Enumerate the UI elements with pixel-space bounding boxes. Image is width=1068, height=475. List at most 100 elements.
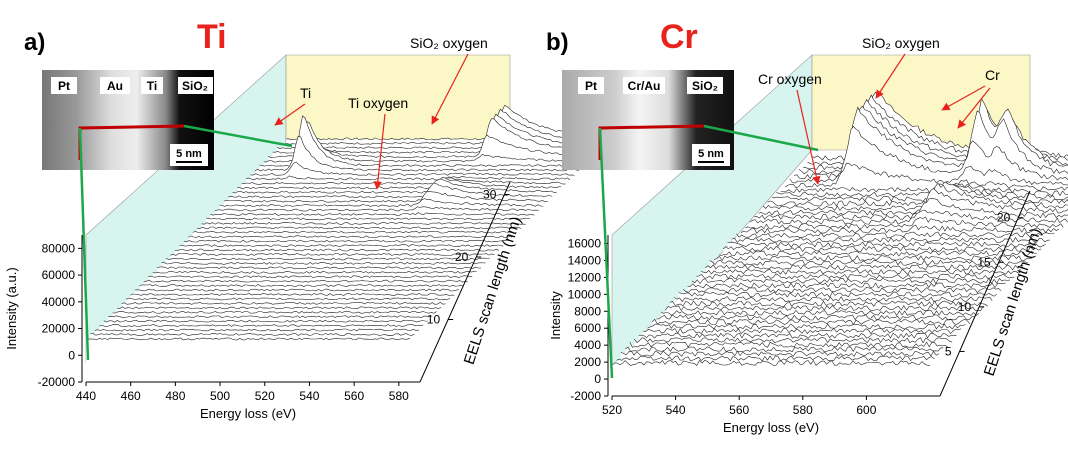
y-tick-label: 0: [594, 372, 601, 386]
y-tick-label: -2000: [570, 389, 601, 403]
spectrum-line: [183, 239, 508, 243]
z-tick-label: 30: [483, 188, 497, 202]
z-tick-label: 20: [997, 211, 1011, 225]
spectrum-line: [161, 261, 486, 265]
spectrum-line: [272, 118, 597, 154]
inset-b-label-sio2: SiO₂: [692, 79, 718, 93]
spectrum-line: [281, 108, 606, 145]
panel-b-spectra: [611, 91, 1068, 384]
x-tick-label: 540: [666, 403, 686, 417]
panel-b-label: b): [546, 29, 569, 56]
inset-b-label-bg-pt: [578, 77, 604, 94]
x-tick-label: 460: [121, 389, 141, 403]
spectrum-line: [179, 244, 504, 247]
spectrum-line: [285, 104, 611, 141]
panel-a-link-line-1: [78, 127, 90, 361]
spectrum-line: [197, 226, 522, 230]
y-tick-label: 12000: [568, 270, 602, 284]
y-tick-label: 10000: [568, 287, 602, 301]
y-tick-label: 40000: [42, 295, 76, 309]
spectrum-line: [722, 245, 1042, 253]
spectrum-line: [157, 266, 482, 270]
spectrum-line: [745, 216, 1064, 230]
spectrum-line: [205, 217, 531, 221]
spectrum-line: [731, 236, 1051, 243]
spectrum-line: [709, 259, 1028, 266]
spectrum-line: [691, 277, 1011, 285]
spectrum-line: [108, 315, 433, 319]
spectrum-line: [254, 136, 580, 172]
y-axis-label: Intensity: [548, 291, 563, 340]
panel-a-annot-ti-oxygen: Ti oxygen: [348, 95, 408, 111]
spectrum-line: [130, 293, 455, 296]
spectrum-line: [687, 282, 1006, 289]
inset-a-label-bg-sio2: [178, 77, 213, 94]
x-tick-label: 480: [165, 389, 185, 403]
spectrum-line: [638, 332, 957, 339]
inset-b-scale-bg: [692, 144, 730, 166]
inset-a-label-ti: Ti: [147, 79, 157, 93]
panel-b-title: Cr: [660, 18, 698, 56]
x-tick-label: 520: [602, 403, 622, 417]
spectrum-line: [241, 177, 566, 185]
inset-a-label-pt: Pt: [58, 79, 70, 93]
panel-a-annot-ti-arrow: [274, 103, 306, 126]
z-axis-line: [939, 190, 1031, 397]
spectrum-line: [651, 318, 971, 325]
y-tick-label: 0: [68, 348, 75, 362]
spectrum-line: [616, 355, 935, 362]
panel-b-annot-cr-oxygen-arrow: [796, 89, 821, 185]
spectrum-line: [620, 350, 940, 357]
inset-a-label-bg-ti: [141, 77, 163, 94]
panel-a-spectra: [85, 104, 611, 368]
spectrum-line: [276, 113, 602, 150]
spectrum-line: [117, 306, 442, 310]
spectrum-line: [263, 121, 588, 163]
spectrum-line: [665, 305, 984, 312]
spectrum-line: [201, 221, 526, 225]
panel-b-annot-sio2-oxygen-arrow: [875, 53, 906, 99]
inset-b-label-bg-crau: [623, 77, 665, 94]
inset-b-scale-label: 5 nm: [698, 148, 724, 160]
spectrum-line: [727, 241, 1046, 248]
spectrum-line: [192, 230, 517, 234]
spectrum-line: [134, 288, 459, 292]
y-tick-label: 80000: [42, 241, 76, 255]
panel-a-annot-sio2-oxygen: SiO₂ oxygen: [410, 35, 488, 51]
spectrum-line: [669, 300, 988, 307]
y-tick-label: 4000: [574, 338, 601, 352]
y-tick-label: 20000: [42, 322, 76, 336]
x-tick-label: 580: [389, 389, 409, 403]
z-tick-label: 5: [945, 344, 952, 358]
spectrum-fill: [612, 360, 930, 384]
z-axis-line: [419, 181, 511, 383]
panel-b-annot-cr: Cr: [985, 67, 1000, 83]
y-tick-label: 8000: [574, 304, 601, 318]
spectrum-line: [705, 264, 1024, 271]
x-tick-label: 580: [793, 403, 813, 417]
inset-a-label-bg-pt: [51, 77, 77, 94]
x-tick-label: 560: [729, 403, 749, 417]
spectrum-fill: [86, 337, 410, 368]
z-tick-label: 20: [455, 250, 469, 264]
spectrum-line: [139, 284, 464, 287]
y-tick-label: 14000: [568, 253, 602, 267]
y-tick-label: 2000: [574, 355, 601, 369]
x-tick-label: 520: [255, 389, 275, 403]
spectrum-line: [643, 327, 962, 335]
panel-b-link-line-1: [598, 127, 614, 379]
spectrum-line: [174, 248, 500, 252]
spectrum-line: [85, 337, 411, 341]
panel-a-annot-sio2-oxygen-arrow: [431, 53, 469, 125]
spectrum-line: [259, 115, 584, 167]
spectrum-line: [214, 206, 539, 212]
spectrum-line: [121, 301, 446, 305]
spectrum-line: [625, 346, 944, 353]
y-tick-label: -20000: [38, 375, 76, 389]
spectrum-line: [103, 319, 428, 323]
inset-a-scale-bg: [170, 144, 208, 166]
x-tick-label: 540: [299, 389, 319, 403]
spectrum-line: [740, 224, 1060, 234]
panel-a-inset: Pt Au Ti SiO₂ 5 nm: [42, 70, 214, 170]
spectrum-line: [94, 328, 419, 332]
